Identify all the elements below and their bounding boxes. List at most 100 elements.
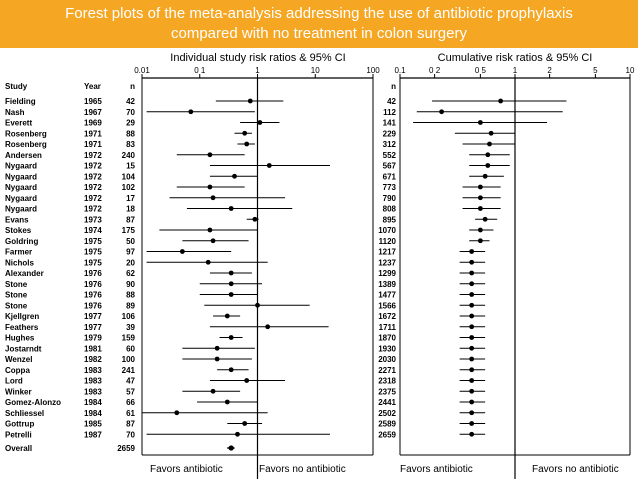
right-n-column-header: n: [391, 82, 396, 91]
study-point: [242, 421, 248, 426]
left-chart-title: Individual study risk ratios & 95% CI: [170, 52, 345, 64]
study-name: Stone: [5, 301, 28, 310]
study-year: 1972: [84, 151, 102, 160]
study-point: [265, 324, 271, 330]
study-year: 1977: [84, 312, 102, 321]
study-n: 241: [122, 366, 136, 375]
cumulative-point: [469, 431, 475, 437]
study-year: 1976: [84, 269, 102, 278]
study-name: Coppa: [5, 366, 30, 375]
cumulative-point: [469, 399, 475, 405]
study-name: Farmer: [5, 248, 32, 257]
study-year: 1967: [84, 108, 102, 117]
study-name: Stone: [5, 291, 28, 300]
study-year: 1984: [84, 398, 102, 407]
cumulative-point: [469, 356, 475, 362]
study-name: Nygaard: [5, 183, 37, 192]
study-n: 106: [122, 312, 136, 321]
left-tick-label: 1: [255, 66, 260, 75]
study-n: 83: [126, 140, 135, 149]
study-year: 1976: [84, 280, 102, 289]
cumulative-n: 2589: [378, 420, 396, 429]
study-n: 70: [126, 430, 135, 439]
study-n: 88: [126, 129, 135, 138]
cumulative-n: 2441: [378, 398, 396, 407]
study-point: [179, 249, 185, 254]
study-n: 87: [126, 420, 135, 429]
study-n: 88: [126, 291, 135, 300]
cumulative-point: [477, 227, 483, 233]
study-point: [228, 367, 234, 373]
study-point: [207, 184, 213, 190]
study-year: 1981: [84, 344, 102, 353]
study-name: Rosenberg: [5, 129, 47, 138]
study-name: Nygaard: [5, 194, 37, 203]
cumulative-point: [498, 98, 504, 104]
study-name: Everett: [5, 119, 32, 128]
study-point: [207, 227, 213, 233]
cumulative-point: [477, 184, 483, 190]
study-name: Andersen: [5, 151, 42, 160]
study-n: 17: [126, 194, 135, 203]
study-n: 39: [126, 323, 135, 332]
right-chart-title: Cumulative risk ratios & 95% CI: [438, 52, 593, 64]
study-year: 1973: [84, 215, 102, 224]
cumulative-point: [485, 163, 491, 168]
study-name: Evans: [5, 215, 29, 224]
cumulative-point: [477, 120, 483, 125]
study-n: 18: [126, 205, 135, 214]
study-name: Kjellgren: [5, 312, 39, 321]
study-year: 1975: [84, 237, 102, 246]
study-n: 102: [122, 183, 136, 192]
study-year: 1979: [84, 334, 102, 343]
left-favors-antibiotic-label: Favors antibiotic: [150, 464, 223, 475]
study-year: 1972: [84, 205, 102, 214]
study-n: 50: [126, 237, 135, 246]
study-point: [207, 152, 213, 158]
study-year: 1969: [84, 119, 102, 128]
cumulative-n: 1870: [378, 334, 396, 343]
study-n: 29: [126, 119, 135, 128]
overall-n: 2659: [117, 444, 135, 453]
left-favors-no-antibiotic-label: Favors no antibiotic: [259, 464, 346, 475]
left-tick-label: 0.01: [134, 66, 150, 75]
right-tick-label: 0.1: [394, 66, 406, 75]
study-point: [244, 378, 250, 383]
cumulative-n: 1237: [378, 258, 396, 267]
study-name: Nygaard: [5, 172, 37, 181]
cumulative-n: 1217: [378, 248, 396, 257]
cumulative-point: [469, 270, 475, 276]
cumulative-n: 895: [383, 215, 397, 224]
study-name: Hughes: [5, 334, 35, 343]
study-year: 1971: [84, 140, 102, 149]
study-n: 100: [122, 355, 136, 364]
right-tick-label: 2: [547, 66, 552, 75]
study-year: 1965: [84, 97, 102, 106]
study-year: 1983: [84, 366, 102, 375]
study-year: 1977: [84, 323, 102, 332]
study-n: 66: [126, 398, 135, 407]
right-tick-label: 0 2: [429, 66, 441, 75]
cumulative-point: [477, 206, 483, 211]
cumulative-point: [439, 109, 444, 115]
cumulative-n: 2659: [378, 430, 396, 439]
study-column-header: Study: [5, 82, 28, 91]
cumulative-n: 42: [387, 97, 396, 106]
study-name: Nygaard: [5, 162, 37, 171]
study-name: Gottrup: [5, 420, 34, 429]
right-favors-no-antibiotic-label: Favors no antibiotic: [532, 464, 619, 475]
study-year: 1972: [84, 162, 102, 171]
study-name: Wenzel: [5, 355, 32, 364]
study-point: [257, 120, 263, 125]
study-n: 57: [126, 387, 135, 396]
overall-point: [228, 445, 234, 451]
cumulative-n: 790: [383, 194, 397, 203]
cumulative-n: 1672: [378, 312, 396, 321]
study-point: [214, 345, 220, 351]
cumulative-n: 1477: [378, 291, 396, 300]
study-point: [235, 431, 240, 437]
study-n: 87: [126, 215, 135, 224]
study-point: [205, 259, 211, 265]
left-tick-label: 100: [366, 66, 380, 75]
cumulative-point: [482, 216, 488, 222]
